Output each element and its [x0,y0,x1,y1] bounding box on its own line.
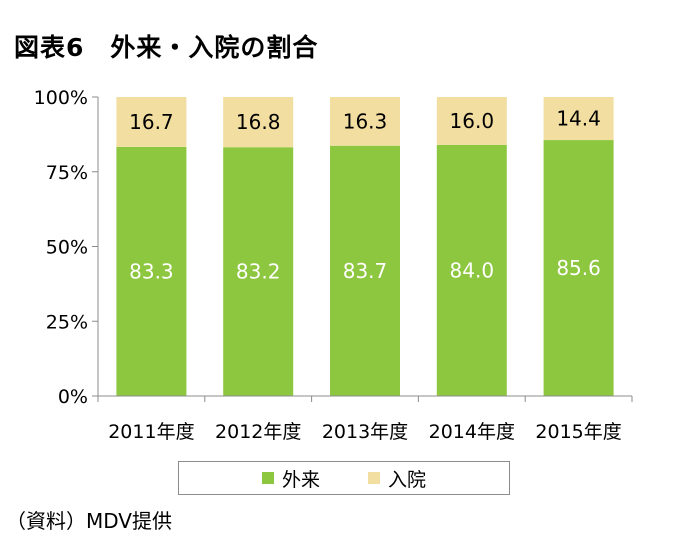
data-label-outpatient: 83.3 [129,259,174,283]
chart-title: 図表6 外来・入院の割合 [14,33,319,62]
x-tick-label: 2012年度 [215,421,301,443]
legend-swatch-inpatient [368,472,380,484]
data-label-inpatient: 16.0 [450,109,495,133]
bar-outpatient [436,144,507,396]
bar-outpatient [330,145,400,396]
source-note: （資料）MDV提供 [6,509,172,533]
y-tick-label: 75% [46,162,88,184]
legend-label-inpatient: 入院 [388,468,427,491]
bar-inpatient [330,97,400,146]
legend: 外来 入院 [178,461,510,495]
x-tick-label: 2011年度 [108,421,194,443]
data-label-outpatient: 85.6 [556,256,601,280]
bar-inpatient [543,97,614,141]
data-label-inpatient: 16.3 [343,109,388,133]
x-tick-label: 2013年度 [322,421,408,443]
legend-item-outpatient: 外来 [261,465,320,492]
y-tick-label: 25% [46,311,88,333]
data-label-inpatient: 16.7 [129,110,174,134]
y-tick-label: 50% [46,237,88,259]
bar-inpatient [116,97,187,147]
x-tick-label: 2014年度 [429,421,515,443]
bar-outpatient [116,146,187,396]
bar-outpatient [223,147,294,396]
bar-outpatient [543,140,614,396]
data-label-outpatient: 83.2 [236,260,281,284]
data-label-outpatient: 83.7 [343,259,388,283]
data-label-outpatient: 84.0 [450,258,495,282]
bar-inpatient [436,97,507,145]
bar-inpatient [223,97,294,148]
x-tick-label: 2015年度 [535,421,621,443]
data-label-inpatient: 16.8 [236,110,281,134]
legend-swatch-outpatient [261,472,274,484]
stacked-bar-chart: 83.3 16.7 2011年度 83.2 16.8 2012年度 83.7 16.3 2013… [34,87,633,443]
legend-item-inpatient: 入院 [368,465,426,492]
y-tick-label: 0% [58,386,88,408]
legend-label-outpatient: 外来 [281,468,320,491]
data-label-inpatient: 14.4 [556,107,601,131]
y-tick-label: 100% [34,87,88,109]
